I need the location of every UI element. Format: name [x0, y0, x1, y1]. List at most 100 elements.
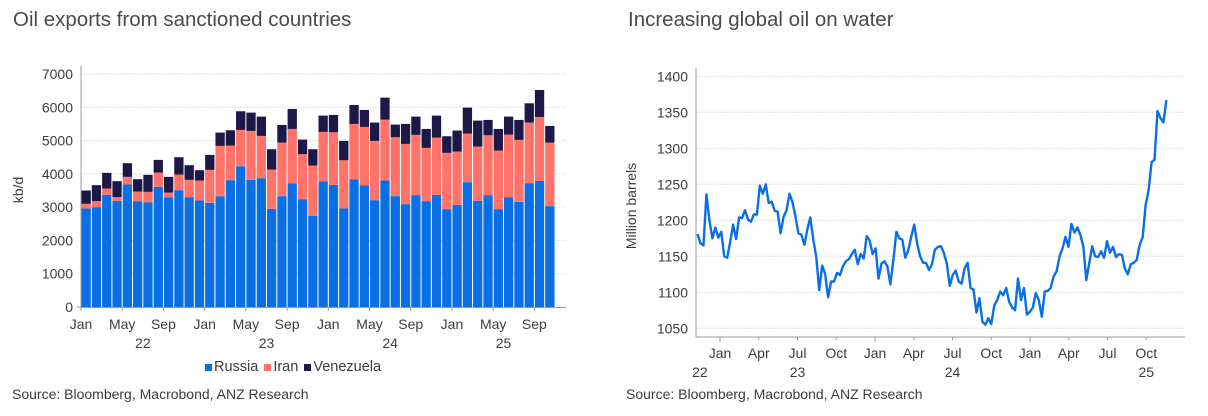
bar-iran: [514, 139, 524, 202]
bar-venezuela: [153, 159, 163, 173]
bar-russia: [359, 185, 370, 307]
x-tick-label: Sep: [275, 316, 300, 332]
bar-iran: [133, 191, 143, 202]
bar-venezuela: [133, 179, 143, 192]
x-tick-label: Apr: [903, 345, 925, 361]
y-tick-label: 1350: [657, 104, 688, 120]
axes: [695, 68, 1185, 342]
bar-russia: [473, 200, 483, 307]
y-tick-label: 1050: [657, 320, 688, 336]
bar-iran: [483, 135, 493, 196]
bar-venezuela: [266, 149, 277, 170]
bar-iran: [112, 197, 122, 201]
bar-iran: [411, 134, 421, 196]
bar-venezuela: [174, 157, 184, 175]
bar-russia: [102, 194, 112, 307]
y-tick-label: 3000: [42, 199, 73, 215]
y-tick-label: 6000: [42, 99, 73, 115]
bar-russia: [380, 180, 390, 307]
bar-russia: [112, 200, 122, 307]
bar-venezuela: [390, 124, 400, 138]
x-tick-label: Jan: [864, 345, 887, 361]
bar-venezuela: [318, 115, 328, 132]
x-tick-label: Jan: [441, 316, 464, 332]
bar-iran: [380, 119, 390, 181]
y-tick-label: 7000: [42, 66, 73, 82]
bar-russia: [205, 202, 215, 307]
x-tick-label: Apr: [1058, 345, 1080, 361]
bar-iran: [143, 191, 153, 203]
bar-russia: [256, 178, 266, 307]
bar-iran: [339, 160, 349, 209]
bar-russia: [163, 197, 174, 307]
x-tick-label: May: [356, 316, 382, 332]
year-label: 24: [382, 335, 398, 351]
bar-venezuela: [462, 107, 473, 134]
left-source-note: Source: Bloomberg, Macrobond, ANZ Resear…: [12, 386, 309, 402]
bar-venezuela: [112, 181, 122, 198]
bar-russia: [452, 204, 462, 307]
x-tick-label: Jan: [709, 345, 732, 361]
bar-iran: [473, 146, 483, 201]
bar-russia: [266, 208, 277, 307]
bar-russia: [246, 179, 256, 307]
bar-iran: [431, 137, 442, 195]
bar-iran: [287, 128, 297, 184]
bar-russia: [287, 183, 297, 307]
bar-russia: [503, 197, 514, 307]
bar-iran: [493, 150, 503, 210]
x-tick-label: Jul: [1099, 345, 1117, 361]
bar-russia: [524, 183, 534, 307]
bar-venezuela: [380, 97, 390, 120]
bar-venezuela: [225, 130, 236, 146]
bar-venezuela: [328, 114, 339, 133]
bar-russia: [153, 186, 163, 307]
year-label: 22: [135, 335, 151, 351]
legend-label-iran: Iran: [273, 359, 299, 375]
year-label: 22: [692, 364, 708, 380]
bar-venezuela: [163, 176, 174, 193]
bar-venezuela: [370, 122, 380, 141]
bar-russia: [493, 209, 503, 307]
bar-russia: [174, 190, 184, 307]
bar-iran: [318, 131, 328, 182]
bar-russia: [215, 196, 225, 307]
bar-russia: [411, 195, 421, 307]
bar-venezuela: [143, 174, 153, 192]
bar-venezuela: [483, 119, 493, 136]
stacked-bars: [81, 89, 555, 307]
bar-iran: [349, 123, 359, 180]
bar-russia: [421, 201, 431, 307]
bar-iran: [534, 116, 545, 181]
bar-iran: [503, 134, 514, 198]
y-axis-label: Million barrels: [623, 163, 639, 249]
legend-item-venezuela: Venezuela: [304, 359, 381, 375]
bar-russia: [400, 204, 411, 307]
bar-russia: [318, 181, 328, 307]
y-tick-label: 1200: [657, 212, 688, 228]
bar-venezuela: [308, 149, 318, 166]
bar-venezuela: [514, 119, 524, 140]
bar-venezuela: [442, 136, 452, 153]
bar-venezuela: [473, 120, 483, 147]
bar-iran: [266, 169, 277, 209]
bar-iran: [442, 152, 452, 210]
x-tick-label: May: [480, 316, 506, 332]
bar-russia: [91, 207, 102, 307]
bar-iran: [194, 180, 205, 201]
bar-russia: [534, 180, 545, 307]
bar-venezuela: [215, 132, 225, 146]
bar-iran: [390, 137, 400, 197]
bar-venezuela: [91, 185, 102, 202]
y-tick-label: 5000: [42, 133, 73, 149]
y-tick-labels: 1050 1100 1150 1200 1250 1300 1350 1400: [657, 68, 688, 336]
bar-venezuela: [400, 123, 411, 144]
bar-russia: [370, 200, 380, 307]
bar-iran: [81, 203, 91, 209]
bar-iran: [545, 142, 555, 207]
bar-venezuela: [421, 128, 431, 148]
x-tick-label: Jan: [1019, 345, 1042, 361]
bar-venezuela: [236, 111, 246, 130]
y-tick-label: 2000: [42, 232, 73, 248]
bar-venezuela: [339, 140, 349, 161]
